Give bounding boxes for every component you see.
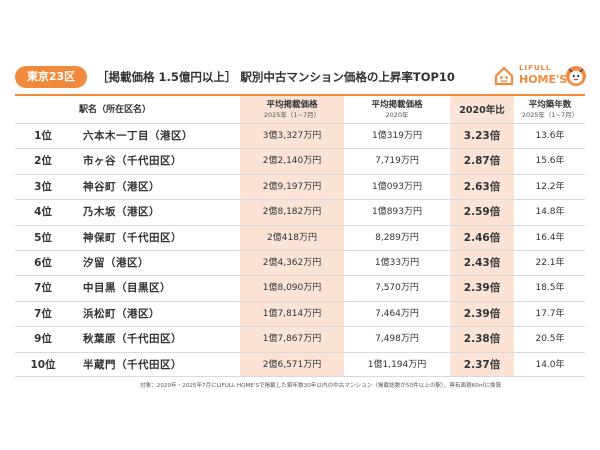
rank-cell: 4位 <box>34 206 52 219</box>
logo-small-text: LIFULL <box>519 64 552 72</box>
price2025-cell: 2億2,140万円 <box>262 156 322 167</box>
region-badge: 東京23区 <box>15 66 87 88</box>
logo-big-text: HOME'S <box>519 73 568 86</box>
price2025-cell: 1億8,090万円 <box>262 283 322 294</box>
column-header-age: 平均築年数 2025年（1~7月） <box>515 97 585 123</box>
column-header-station-label: 駅名（所在区名） <box>78 104 151 115</box>
price2025-cell: 2億4,362万円 <box>262 257 322 268</box>
price2025-cell: 1億7,867万円 <box>262 334 322 345</box>
price2020-cell: 1億33万円 <box>374 257 420 268</box>
rank-cell: 7位 <box>34 307 52 320</box>
table-row: 10位 半蔵門（千代田区） 2億6,571万円 1億1,194万円 2.37倍 … <box>15 351 585 377</box>
ranking-table: 1位 六本木一丁目（港区） 3億3,327万円 1億319万円 3.23倍 13… <box>15 123 585 377</box>
station-cell: 半蔵門（千代田区） <box>83 358 182 371</box>
footnote: 対象：2020年・2025年7月にLIFULL HOME'Sで掲載した築年数30… <box>140 383 502 389</box>
price2025-cell: 1億7,814万円 <box>262 308 322 319</box>
station-cell: 浜松町（港区） <box>83 307 160 320</box>
rank-cell: 9位 <box>34 333 52 346</box>
age-cell: 12.2年 <box>535 181 565 192</box>
price2020-cell: 7,570万円 <box>375 283 419 294</box>
rank-cell: 3位 <box>34 180 52 193</box>
price2020-cell: 1億093万円 <box>372 181 422 192</box>
ratio-cell: 2.39倍 <box>463 307 501 320</box>
station-cell: 中目黒（目黒区） <box>83 282 171 295</box>
price2025-cell: 2億6,571万円 <box>262 359 322 370</box>
logo-text: LIFULL HOME'S <box>519 64 569 87</box>
table-row: 7位 中目黒（目黒区） 1億8,090万円 7,570万円 2.39倍 18.5… <box>15 275 585 300</box>
ratio-cell: 3.23倍 <box>463 130 501 142</box>
rank-cell: 2位 <box>34 155 52 168</box>
house-icon <box>494 66 514 86</box>
ratio-column-highlight <box>450 96 514 377</box>
table-row: 3位 神谷町（港区） 2億9,197万円 1億093万円 2.63倍 12.2年 <box>15 173 585 199</box>
ratio-cell: 2.39倍 <box>463 282 501 295</box>
station-cell: 神谷町（港区） <box>83 180 160 193</box>
column-header-ratio-label: 2020年比 <box>459 104 505 116</box>
price2020-cell: 1億1,194万円 <box>367 359 427 370</box>
page-title: ［掲載価格 1.5億円以上］ 駅別中古マンション価格の上昇率TOP10 <box>97 70 455 84</box>
price2025-cell: 3億3,327万円 <box>262 131 322 141</box>
mascot-icon <box>566 66 586 86</box>
ratio-cell: 2.37倍 <box>463 358 501 371</box>
price2020-cell: 1億319万円 <box>372 131 422 141</box>
age-cell: 13.6年 <box>535 131 565 141</box>
rank-cell: 5位 <box>34 231 52 244</box>
column-header-ratio: 2020年比 <box>450 97 514 123</box>
column-header-price2020-sub: 2020年 <box>385 111 409 119</box>
age-cell: 15.6年 <box>535 156 565 167</box>
ratio-cell: 2.63倍 <box>463 180 501 193</box>
station-cell: 汐留（港区） <box>83 256 149 269</box>
table-row: 2位 市ヶ谷（千代田区） 2億2,140万円 7,719万円 2.87倍 15.… <box>15 148 585 173</box>
price2020-cell: 1億893万円 <box>372 207 422 218</box>
table-row: 4位 乃木坂（港区） 2億8,182万円 1億893万円 2.59倍 14.8年 <box>15 199 585 224</box>
column-header-station: 駅名（所在区名） <box>60 97 170 123</box>
ratio-cell: 2.59倍 <box>463 206 501 219</box>
table-row: 7位 浜松町（港区） 1億7,814万円 7,464万円 2.39倍 17.7年 <box>15 300 585 326</box>
price2025-column-highlight <box>240 96 344 377</box>
table-row: 9位 秋葉原（千代田区） 1億7,867万円 7,498万円 2.38倍 20.… <box>15 326 585 351</box>
age-cell: 16.4年 <box>535 232 565 243</box>
column-header-price2020: 平均掲載価格 2020年 <box>345 97 449 123</box>
price2020-cell: 8,289万円 <box>375 232 419 243</box>
age-cell: 17.7年 <box>535 308 565 319</box>
rank-cell: 6位 <box>34 256 52 269</box>
price2025-cell: 2億418万円 <box>267 232 317 243</box>
age-cell: 20.5年 <box>535 334 565 345</box>
rank-cell: 1位 <box>34 130 52 142</box>
table-row: 6位 汐留（港区） 2億4,362万円 1億33万円 2.43倍 22.1年 <box>15 249 585 275</box>
header: 東京23区 ［掲載価格 1.5億円以上］ 駅別中古マンション価格の上昇率TOP1… <box>15 63 586 91</box>
station-cell: 市ヶ谷（千代田区） <box>83 155 182 168</box>
price2020-cell: 7,498万円 <box>375 334 419 345</box>
rank-cell: 7位 <box>34 282 52 295</box>
column-header-price2025-label: 平均掲載価格 <box>266 100 318 110</box>
ratio-cell: 2.43倍 <box>463 256 501 269</box>
ratio-cell: 2.87倍 <box>463 155 501 168</box>
station-cell: 六本木一丁目（港区） <box>83 130 193 142</box>
station-cell: 神保町（千代田区） <box>83 231 182 244</box>
ratio-cell: 2.38倍 <box>463 333 501 346</box>
age-cell: 22.1年 <box>535 257 565 268</box>
price2025-cell: 2億8,182万円 <box>262 207 322 218</box>
station-cell: 乃木坂（港区） <box>83 206 160 219</box>
column-header-price2020-label: 平均掲載価格 <box>371 100 423 110</box>
age-cell: 18.5年 <box>535 283 565 294</box>
column-header-price2025: 平均掲載価格 2025年（1~7月） <box>240 97 344 123</box>
station-cell: 秋葉原（千代田区） <box>83 333 182 346</box>
column-header-age-sub: 2025年（1~7月） <box>521 111 579 119</box>
lifull-homes-logo[interactable]: LIFULL HOME'S <box>493 63 586 91</box>
price2025-cell: 2億9,197万円 <box>262 181 322 192</box>
age-cell: 14.8年 <box>535 207 565 218</box>
price2020-cell: 7,464万円 <box>375 308 419 319</box>
column-header-price2025-sub: 2025年（1~7月） <box>263 111 321 119</box>
ratio-cell: 2.46倍 <box>463 231 501 244</box>
table-row: 1位 六本木一丁目（港区） 3億3,327万円 1億319万円 3.23倍 13… <box>15 123 585 148</box>
price2020-cell: 7,719万円 <box>375 156 419 167</box>
table-row: 5位 神保町（千代田区） 2億418万円 8,289万円 2.46倍 16.4年 <box>15 224 585 250</box>
rank-cell: 10位 <box>30 358 56 371</box>
age-cell: 14.0年 <box>535 359 565 370</box>
column-header-age-label: 平均築年数 <box>528 100 572 110</box>
header-divider <box>15 94 585 96</box>
